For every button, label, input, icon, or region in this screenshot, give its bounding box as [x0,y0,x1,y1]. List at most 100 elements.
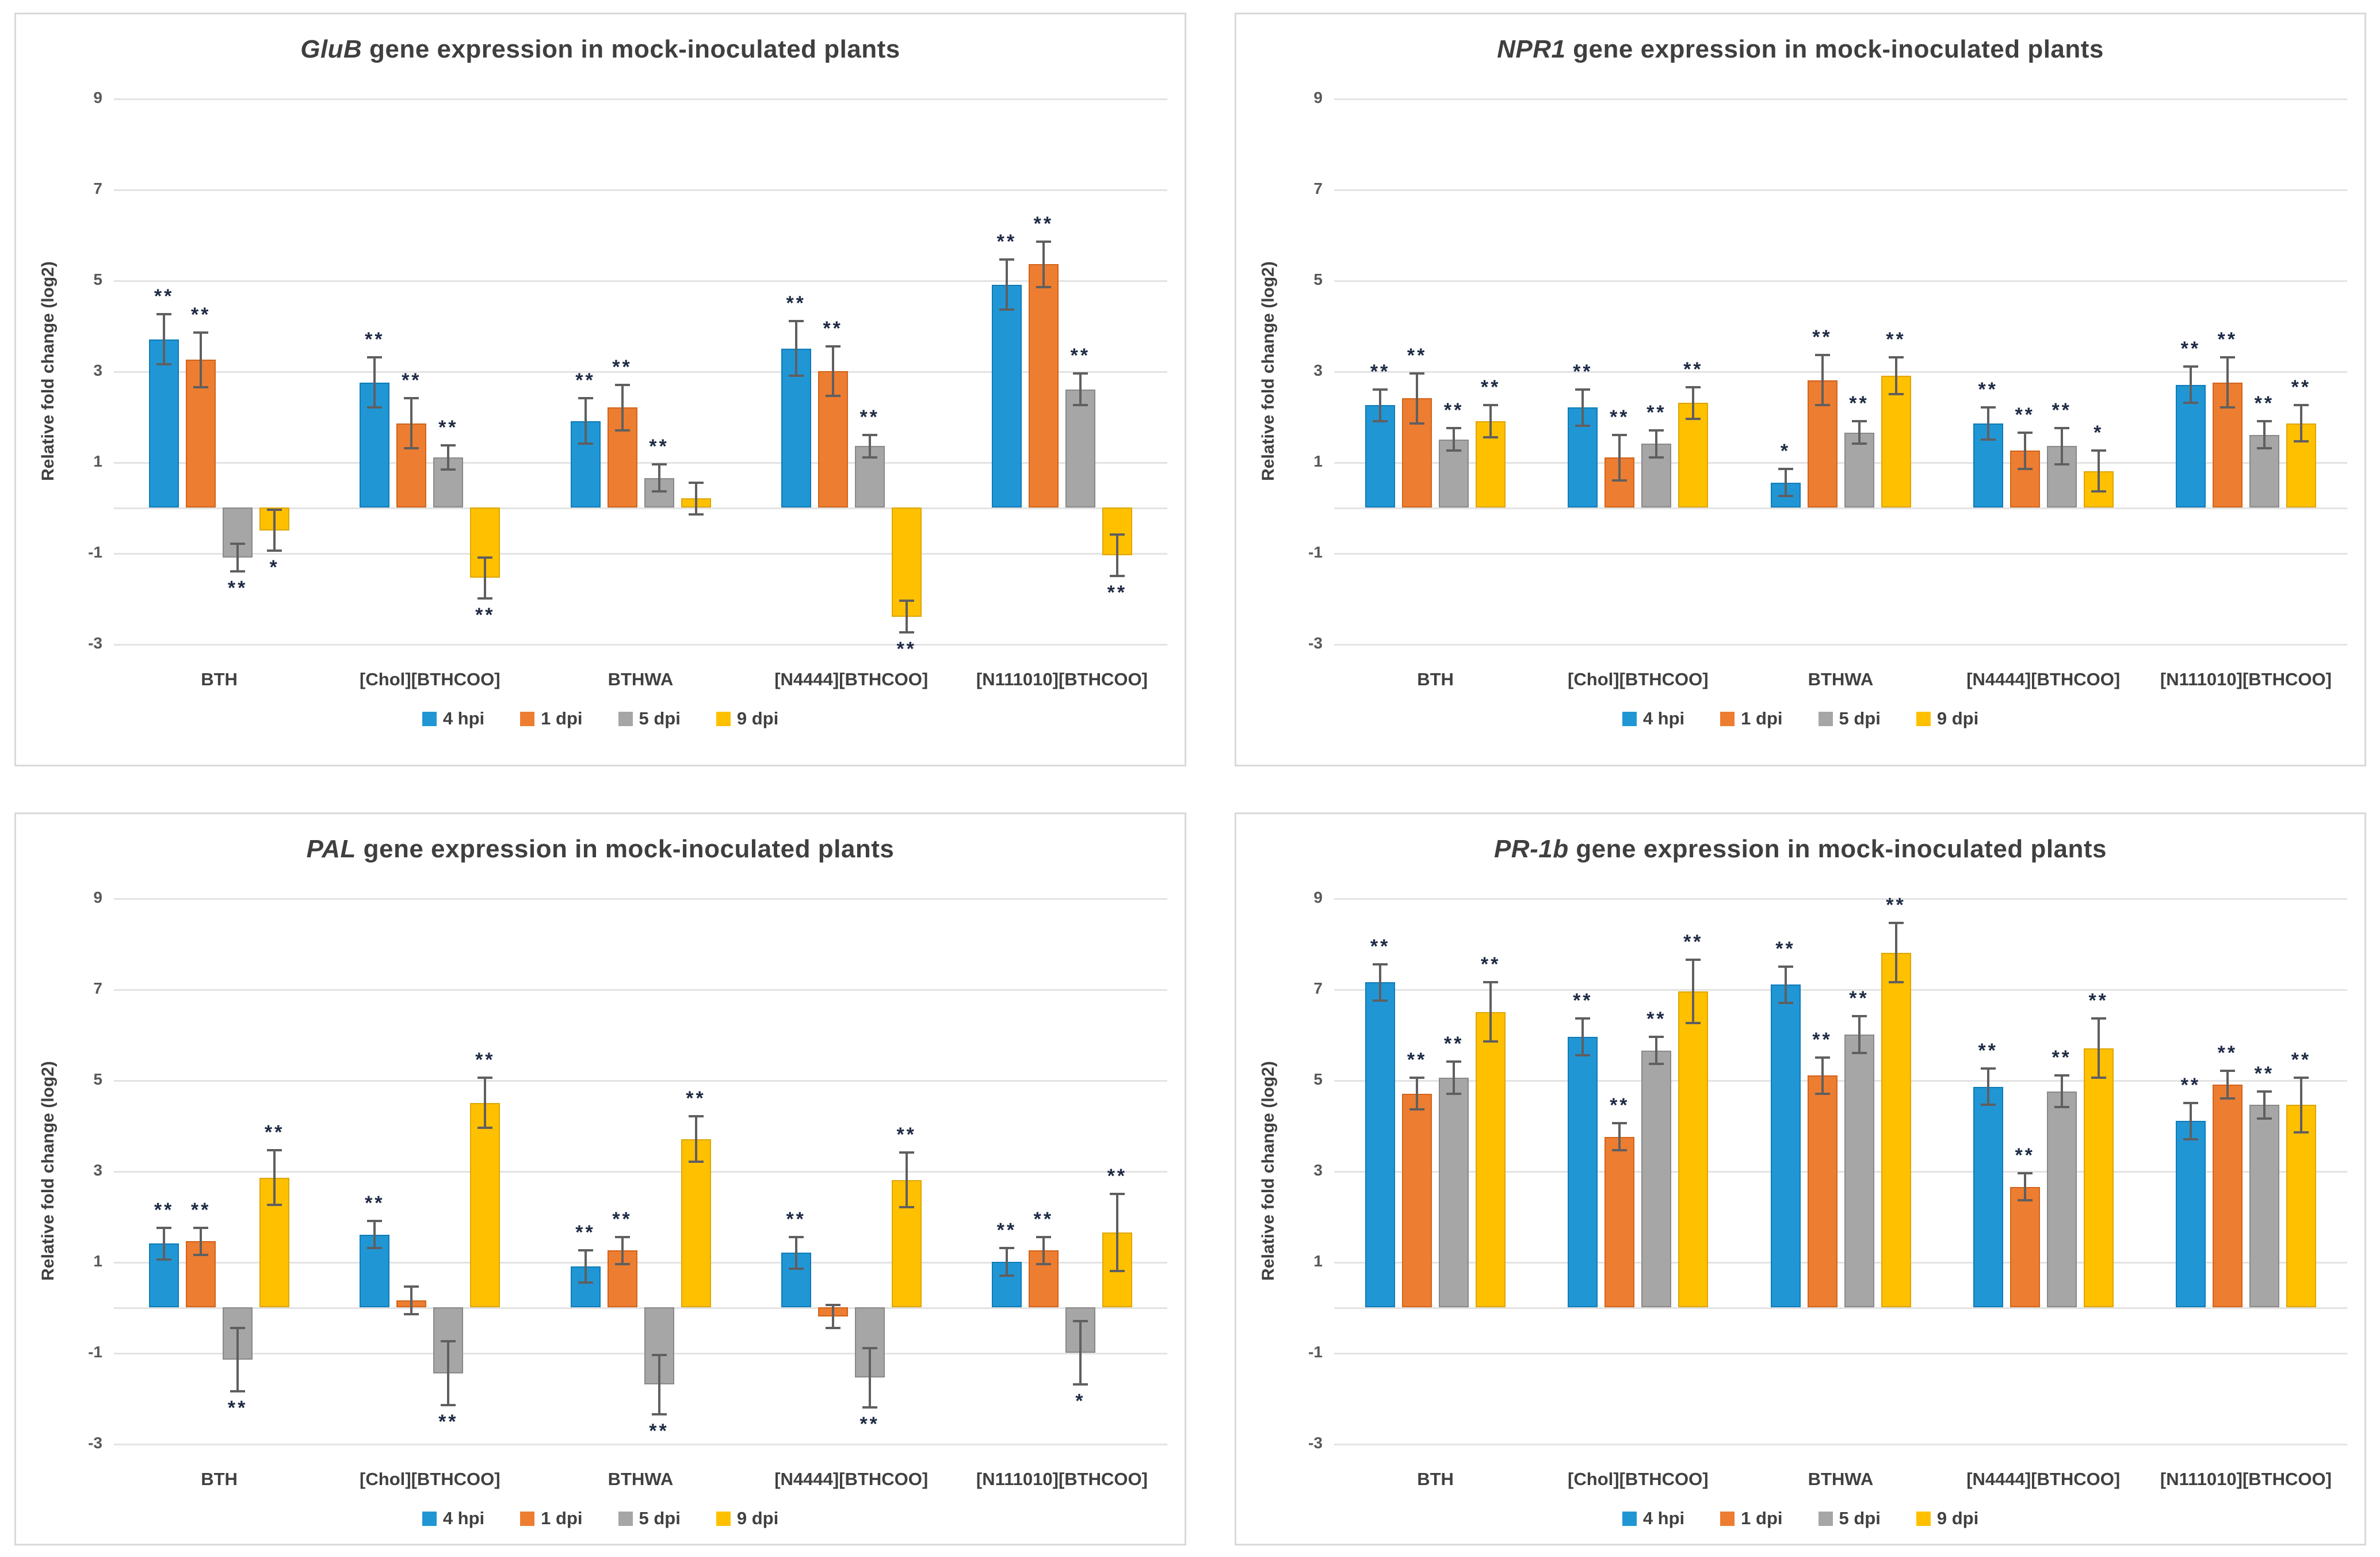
error-bar [373,357,376,408]
bar [2010,1186,2040,1307]
significance-marker: ** [2217,329,2238,351]
error-bar-cap [1686,958,1701,961]
significance-marker: ** [1107,581,1128,604]
y-tick-label: 7 [93,979,102,997]
bar [1365,982,1396,1307]
error-bar [273,1150,276,1205]
grid-line [1334,1171,2347,1173]
significance-marker: ** [1683,358,1703,380]
error-bar-cap [2183,402,2198,404]
error-bar-cap [367,406,383,409]
error-bar-cap [1851,442,1867,445]
error-bar [1581,1018,1584,1055]
legend-item: 4 hpi [422,708,484,729]
error-bar [1042,1237,1045,1264]
error-bar-cap [156,1226,172,1229]
error-bar-cap [1980,438,1996,441]
significance-marker: ** [1443,399,1464,421]
error-bar-cap [2219,356,2235,359]
legend-item: 9 dpi [716,708,778,729]
error-bar [236,1327,239,1392]
error-bar-cap [688,1115,704,1118]
error-bar-cap [441,468,456,471]
error-bar-cap [999,308,1014,311]
bar [2046,1091,2077,1307]
bar [1605,1136,1635,1307]
error-bar [2299,1078,2302,1132]
y-tick-label: 3 [1313,361,1323,379]
error-bar [447,445,450,470]
error-bar-cap [1446,1060,1462,1063]
legend-label: 4 hpi [1642,1508,1685,1528]
significance-marker: ** [1370,935,1390,957]
error-bar [2097,1018,2100,1078]
significance-marker: ** [575,369,595,392]
error-bar-cap [2017,1199,2033,1202]
error-bar [2189,1102,2192,1139]
bar [2249,1105,2279,1307]
significance-marker: ** [2254,1062,2275,1085]
significance-marker: ** [786,1208,806,1230]
error-bar-cap [2256,1090,2272,1093]
error-bar [410,1287,413,1314]
error-bar [2097,451,2100,492]
error-bar-cap [1446,449,1462,452]
bar [2175,384,2206,507]
error-bar [163,1227,166,1260]
error-bar-cap [2091,1077,2106,1079]
error-bar-cap [862,1347,877,1350]
error-bar [2226,357,2229,408]
legend-item: 9 dpi [1916,1508,1978,1529]
error-bar [1453,1062,1455,1094]
error-bar [1986,1068,1989,1105]
legend-label: 4 hpi [1642,708,1685,728]
significance-marker: ** [1573,990,1593,1012]
error-bar-cap [1072,1319,1088,1322]
legend-label: 4 hpi [442,708,485,728]
error-bar-cap [899,1206,914,1209]
legend-label: 5 dpi [639,708,681,728]
legend-label: 1 dpi [541,1508,583,1528]
error-bar-cap [404,447,419,450]
significance-marker: ** [575,1222,595,1244]
error-bar [1416,1078,1419,1110]
error-bar-cap [1373,963,1388,966]
chart-panel-npr1: NPR1 gene expression in mock-inoculated … [1235,13,2366,766]
grid-line [1334,189,2347,191]
legend-swatch [618,711,633,726]
error-bar [1692,387,1695,419]
significance-marker: ** [649,1419,669,1442]
x-category-label: [N111010][BTHCOO] [2160,1469,2332,1489]
grid-line [1334,1080,2347,1082]
x-category-label: [N4444][BTHCOO] [774,1469,929,1489]
error-bar-cap [614,1262,630,1265]
significance-marker: ** [2088,990,2108,1012]
error-bar-cap [1851,1015,1867,1018]
significance-marker: ** [996,1219,1017,1242]
legend-label: 4 hpi [442,1508,485,1528]
error-bar [1079,373,1082,406]
error-bar-cap [477,1077,493,1079]
significance-marker: ** [1407,344,1427,367]
error-bar [2060,1075,2063,1108]
significance-marker: ** [2291,1049,2312,1071]
error-bar-cap [2256,447,2272,450]
error-bar-cap [1814,354,1830,357]
significance-marker: ** [438,1410,459,1433]
y-tick-label: -1 [88,543,102,561]
x-category-label: [N111010][BTHCOO] [976,669,1148,689]
error-bar-cap [862,1406,877,1409]
y-tick-label: -3 [1308,634,1323,652]
legend-swatch [1818,1511,1833,1526]
x-category-label: [Chol][BTHCOO] [360,669,501,689]
error-bar-cap [1814,1092,1830,1095]
legend: 4 hpi 1 dpi 5 dpi 9 dpi [1236,708,2364,729]
x-category-label: BTH [1417,1469,1454,1489]
significance-marker: * [1075,1390,1086,1413]
significance-marker: ** [227,577,248,599]
error-bar-cap [999,258,1014,261]
error-bar-cap [230,1390,246,1393]
grid-line [114,1171,1167,1173]
error-bar-cap [688,513,704,516]
error-bar [831,346,834,396]
